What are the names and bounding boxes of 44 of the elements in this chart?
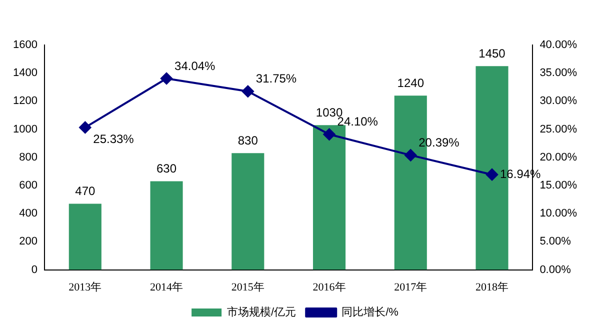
- y-tick-label: 400: [19, 208, 38, 220]
- bar: [312, 125, 346, 270]
- point: [160, 72, 173, 84]
- y2-tick-label: 5.00%: [540, 236, 572, 248]
- data-label: 31.75%: [256, 72, 297, 86]
- y-tick-label: 1000: [12, 123, 38, 136]
- y-tick-label: 0: [31, 264, 38, 276]
- data-label: 630: [156, 162, 177, 176]
- legend-label: 市场规模/亿元: [227, 306, 296, 319]
- y-tick-label: 600: [19, 180, 38, 192]
- data-label: 25.33%: [93, 132, 134, 146]
- y2-tick-label: 40.00%: [540, 39, 578, 52]
- bar: [232, 153, 264, 270]
- y2-tick-label: 35.00%: [540, 67, 578, 80]
- y-tick-label: 1400: [12, 67, 38, 80]
- data-label: 830: [238, 133, 258, 148]
- x-tick-label: 2017年: [394, 281, 428, 294]
- x-tick-label: 2014年: [150, 281, 184, 294]
- x-tick-label: 2018年: [476, 281, 509, 294]
- data-label: 470: [75, 184, 96, 198]
- point: [486, 168, 498, 181]
- legend-label: 同比增长/%: [342, 306, 399, 319]
- y2-tick-label: 15.00%: [540, 180, 578, 192]
- bar: [150, 181, 183, 270]
- data-label: 1240: [397, 76, 424, 90]
- y2-tick-label: 20.00%: [540, 151, 578, 164]
- y-tick-label: 800: [19, 151, 38, 164]
- data-label: 34.04%: [174, 58, 216, 73]
- x-tick-label: 2013年: [68, 281, 102, 294]
- y2-tick-label: 30.00%: [540, 95, 578, 108]
- bar: [68, 204, 102, 270]
- point: [242, 85, 254, 98]
- point: [323, 128, 336, 140]
- x-tick-label: 2016年: [312, 281, 346, 294]
- point: [404, 149, 417, 162]
- y-tick-label: 200: [19, 236, 38, 248]
- y2-tick-label: 0.00%: [540, 264, 572, 276]
- point: [79, 121, 92, 134]
- y2-tick-label: 25.00%: [540, 123, 578, 136]
- y-tick-label: 1200: [12, 95, 38, 108]
- data-label: 1450: [478, 46, 506, 60]
- y-tick-label: 1600: [12, 39, 38, 52]
- y2-tick-label: 10.00%: [540, 208, 578, 220]
- x-tick-label: 2015年: [231, 281, 264, 294]
